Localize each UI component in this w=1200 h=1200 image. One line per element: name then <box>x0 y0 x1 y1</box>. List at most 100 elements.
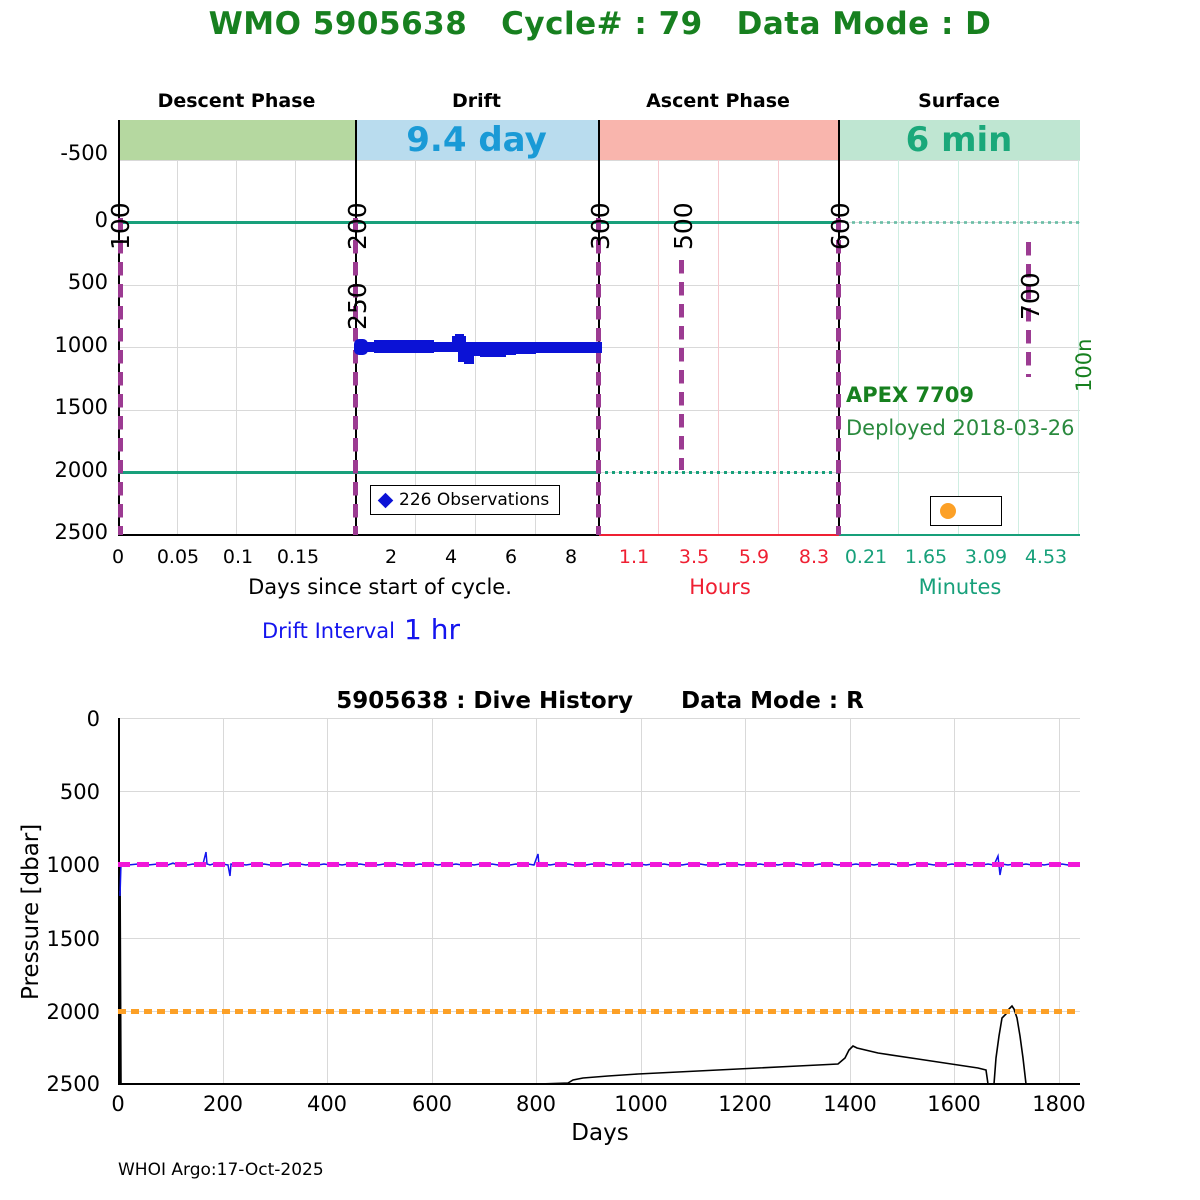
xtick-bot-1400: 1400 <box>823 1092 877 1116</box>
mission-label-200: 200 <box>343 202 372 250</box>
reference-line-surface-dotted <box>838 221 1080 224</box>
phase-bar-drift <box>355 120 598 160</box>
xtick-min-0.21: 0.21 <box>844 546 888 568</box>
xtick-hours-1.1: 1.1 <box>618 546 650 568</box>
gridline-h <box>118 718 1080 719</box>
gridline-v <box>327 718 328 1084</box>
gridline-v <box>641 718 642 1084</box>
reference-line-profile <box>118 471 598 474</box>
ytick-bot-2000: 2000 <box>46 1000 100 1024</box>
cycle-timeline-plot: 226 Observations <box>118 120 1080 536</box>
xtick-min-3.09: 3.09 <box>964 546 1008 568</box>
mission-label-300: 300 <box>586 202 615 250</box>
drift-observations <box>354 334 602 364</box>
gridline-h <box>118 791 1080 792</box>
mission-line-700 <box>1026 242 1031 377</box>
gridline-h <box>118 938 1080 939</box>
xtick-days-8: 8 <box>564 546 578 568</box>
phase-bar-surface <box>838 120 1080 160</box>
gridline-v <box>1018 160 1019 535</box>
gridline-v <box>718 160 719 535</box>
phase-header-surface: Surface <box>918 90 1000 112</box>
reference-line-profile-dotted <box>598 471 838 474</box>
mission-label-100: 100 <box>106 202 135 250</box>
surface-legend[interactable] <box>930 496 1002 526</box>
gridline-v <box>850 718 851 1084</box>
dive-history-title: 5905638 : Dive History Data Mode : R <box>336 688 864 714</box>
gridline-v <box>1059 718 1060 1084</box>
ytick-bot-500: 500 <box>59 780 100 804</box>
phase-bar-descent <box>118 120 355 160</box>
xtick-bot-200: 200 <box>202 1092 244 1116</box>
mission-label-600: 600 <box>826 202 855 250</box>
dive-history-plot <box>118 718 1080 1085</box>
xtick-min-4.53: 4.53 <box>1024 546 1068 568</box>
mission-label-250: 250 <box>343 282 372 330</box>
xaxis-label-minutes: Minutes <box>918 575 1002 599</box>
xtick-bot-600: 600 <box>411 1092 453 1116</box>
ytick-top-1000: 1000 <box>54 333 108 357</box>
ytick-top-0: 0 <box>94 208 108 232</box>
axis-left <box>118 718 120 1084</box>
phase-header-drift: Drift <box>451 90 501 112</box>
x-axis-hours <box>599 534 839 536</box>
xtick-days-2: 2 <box>384 546 398 568</box>
profile-reference-line <box>118 1009 1080 1014</box>
drift-duration-label: 9.4 day <box>406 120 547 160</box>
reference-line-surface <box>118 221 838 224</box>
mission-label-500: 500 <box>669 202 698 250</box>
gridline-v <box>745 718 746 1084</box>
drift-interval-value: 1 hr <box>404 613 460 646</box>
float-name: APEX 7709 <box>846 383 974 407</box>
xtick-days-0.15: 0.15 <box>276 546 320 568</box>
xtick-days-6: 6 <box>504 546 518 568</box>
gridline-v <box>898 160 899 535</box>
xtick-days-0.1: 0.1 <box>222 546 254 568</box>
ytick-bot-1500: 1500 <box>46 927 100 951</box>
xtick-bot-0: 0 <box>111 1092 125 1116</box>
gridline-v <box>223 718 224 1084</box>
gridline-v <box>1078 160 1079 535</box>
gridline-v <box>778 160 779 535</box>
xtick-hours-3.5: 3.5 <box>678 546 710 568</box>
xtick-days-0: 0 <box>111 546 125 568</box>
mission-line-100 <box>118 218 123 535</box>
gridline-v <box>432 718 433 1084</box>
mission-line-600 <box>836 218 841 535</box>
gridline-v <box>958 160 959 535</box>
surface-marker-icon <box>940 503 956 519</box>
axis-bottom <box>118 1083 1080 1085</box>
deployment-date: Deployed 2018-03-26 <box>846 416 1075 440</box>
yaxis-label: Pressure [dbar] <box>18 823 44 1000</box>
gridline-v <box>536 718 537 1084</box>
xtick-bot-1200: 1200 <box>718 1092 772 1116</box>
xtick-bot-800: 800 <box>515 1092 557 1116</box>
ytick-top--500: -500 <box>60 141 108 165</box>
observations-legend[interactable]: 226 Observations <box>370 485 560 515</box>
xaxis-label-days: Days since start of cycle. <box>248 575 512 599</box>
gridline-v <box>295 160 296 535</box>
ytick-bot-1000: 1000 <box>46 853 100 877</box>
ytick-top-1500: 1500 <box>54 395 108 419</box>
phase-bar-ascent <box>598 120 838 160</box>
xtick-min-1.65: 1.65 <box>904 546 948 568</box>
park-reference-line <box>118 862 1080 867</box>
gridline-v <box>658 160 659 535</box>
xtick-bot-1600: 1600 <box>927 1092 981 1116</box>
xtick-days-4: 4 <box>444 546 458 568</box>
ytick-top-2000: 2000 <box>54 458 108 482</box>
xtick-days-0.05: 0.05 <box>156 546 200 568</box>
mission-line-300 <box>596 218 601 535</box>
phase-header-descent: Descent Phase <box>157 90 316 112</box>
xtick-bot-400: 400 <box>306 1092 348 1116</box>
xtick-hours-8.3: 8.3 <box>798 546 830 568</box>
gridline-v <box>177 160 178 535</box>
xaxis-label: Days <box>571 1120 629 1146</box>
mission-line-500 <box>679 260 684 470</box>
surface-duration-label: 6 min <box>905 120 1013 160</box>
observation-marker-icon <box>377 492 394 508</box>
ytick-bot-2500: 2500 <box>46 1072 100 1096</box>
xtick-hours-5.9: 5.9 <box>738 546 770 568</box>
x-axis-minutes <box>839 534 1080 536</box>
